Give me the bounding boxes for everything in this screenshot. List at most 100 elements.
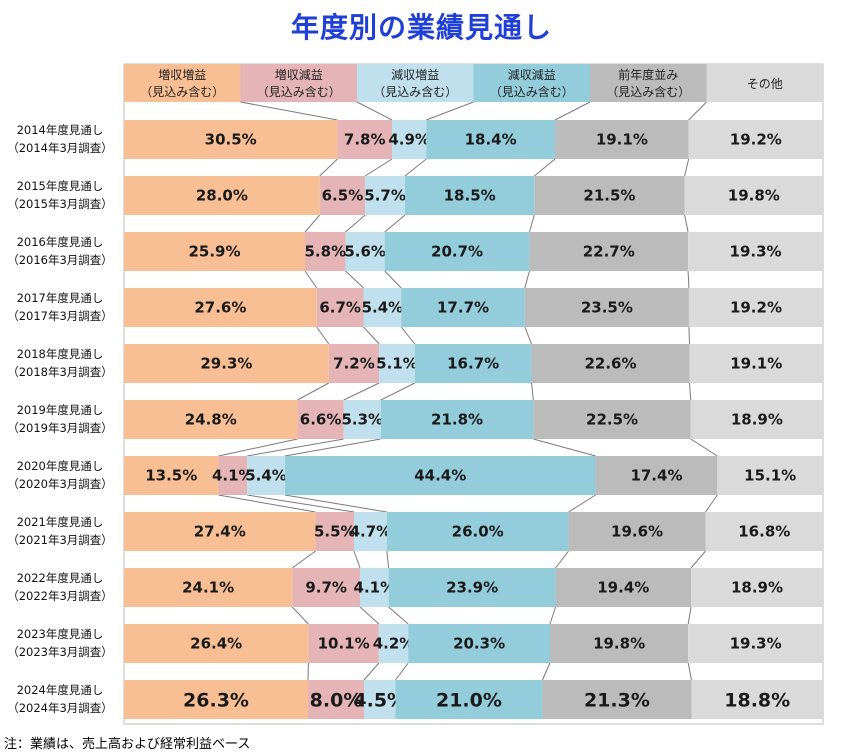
connector-line [345, 214, 366, 233]
bar-segment [688, 232, 823, 271]
connector-line [345, 270, 364, 289]
category-label: 2018年度見通し [17, 347, 104, 361]
data-label: 23.5% [581, 299, 633, 317]
connector-line [316, 326, 330, 345]
bar-row: 24.8% 6.6% 5.3% 21.8% 22.5% 18.9% [124, 400, 823, 439]
legend-sublabel: （見込み含む） [257, 84, 341, 99]
legend-label: 増収減益 [275, 67, 323, 82]
connector-line [400, 326, 416, 345]
category-sublabel: （2020年3月調査） [7, 477, 113, 491]
legend-item: 減収減益 （見込み含む） [473, 64, 590, 102]
data-label: 17.4% [630, 467, 682, 485]
connector-line [284, 494, 387, 513]
data-label: 4.1% [212, 467, 254, 485]
connector-line [524, 270, 530, 289]
bar-segment [124, 624, 309, 663]
bar-segment [689, 344, 823, 383]
data-label: 5.1% [376, 355, 418, 373]
data-label: 5.6% [344, 243, 386, 261]
connector-line [380, 382, 416, 401]
data-label: 6.5% [322, 187, 364, 205]
connector-line [363, 326, 380, 345]
bar-segment [384, 232, 530, 271]
data-label: 18.5% [444, 187, 496, 205]
connector-line [688, 101, 707, 121]
connector-line [554, 101, 591, 121]
bar-segment [308, 624, 379, 663]
bar-segment [363, 288, 402, 327]
bar-segment [408, 624, 550, 663]
connector-line [426, 101, 474, 121]
bar-segment [124, 288, 317, 327]
category-sublabel: （2014年3月調査） [7, 141, 113, 155]
data-label: 4.1% [354, 579, 396, 597]
bar-row: 29.3% 7.2% 5.1% 16.7% 22.6% 19.1% [124, 344, 823, 383]
connector-line [395, 662, 409, 681]
bar-row: 13.5% 4.1%5.4% 44.4% 17.4% 15.1% [124, 456, 823, 495]
legend-item: その他 [706, 64, 823, 102]
bar-segment [297, 400, 344, 439]
connector-line [687, 606, 692, 625]
connector-line [690, 438, 718, 457]
data-label: 5.7% [364, 187, 406, 205]
category-label: 2015年度見通し [17, 179, 104, 193]
bar-segment [395, 680, 543, 719]
connector-line [218, 494, 316, 513]
data-label: 29.3% [200, 355, 252, 373]
category-sublabel: （2017年3月調査） [7, 309, 113, 323]
category-label: 2022年度見通し [17, 571, 104, 585]
connector-line [533, 158, 556, 177]
bar-segment [379, 344, 415, 383]
bar-segment [124, 344, 329, 383]
connector-line [284, 438, 381, 457]
category-sublabel: （2019年3月調査） [7, 421, 113, 435]
legend-label: 減収増益 [391, 67, 439, 82]
bar-segment [124, 512, 316, 551]
bar-row: 24.1% 9.7% 4.1% 23.9% 19.4% 18.9% [124, 568, 823, 607]
data-label: 26.3% [183, 690, 249, 712]
legend-label: 増収増益 [158, 68, 206, 82]
category-label: 2016年度見通し [17, 235, 104, 249]
category-sublabel: （2022年3月調査） [7, 589, 113, 603]
data-label: 5.4% [362, 299, 404, 317]
connector-line [687, 662, 692, 681]
data-label: 30.5% [205, 131, 257, 149]
bar-segment [691, 568, 823, 607]
bar-segment [308, 680, 364, 719]
bar-segment [124, 176, 320, 215]
connector-line [688, 382, 692, 401]
data-label: 20.3% [453, 635, 505, 653]
legend-sublabel: （見込み含む） [373, 84, 457, 99]
connector-line [343, 382, 380, 401]
bar-segment [365, 176, 405, 215]
connector-line [353, 550, 361, 569]
bar-segment [292, 568, 361, 607]
data-label: 7.2% [333, 355, 375, 373]
bar-segment [414, 344, 532, 383]
data-label: 18.8% [724, 690, 790, 712]
bar-segment [124, 456, 219, 495]
bar-segment [353, 512, 387, 551]
connector-line [690, 550, 706, 569]
data-label: 19.8% [728, 187, 780, 205]
connector-line [247, 494, 355, 513]
bar-segment [378, 624, 409, 663]
category-label: 2024年度見通し [17, 683, 104, 697]
connector-line [319, 158, 338, 177]
category-sublabel: （2023年3月調査） [7, 645, 113, 659]
data-label: 23.9% [446, 579, 498, 597]
legend-item: 増収増益 （見込み含む） [124, 64, 241, 102]
connector-line [363, 662, 380, 681]
bar-segment [337, 120, 392, 159]
bar-segment [717, 456, 823, 495]
data-label: 4.5% [353, 690, 406, 712]
bar-segment [124, 568, 293, 607]
bar-segment [688, 288, 823, 327]
data-label: 19.4% [597, 579, 649, 597]
bar-segment [534, 176, 685, 215]
data-label: 4.7% [350, 523, 392, 541]
data-label: 19.3% [730, 243, 782, 261]
category-label: 2014年度見通し [17, 123, 104, 137]
data-label: 26.4% [190, 635, 242, 653]
bar-segment [531, 344, 690, 383]
